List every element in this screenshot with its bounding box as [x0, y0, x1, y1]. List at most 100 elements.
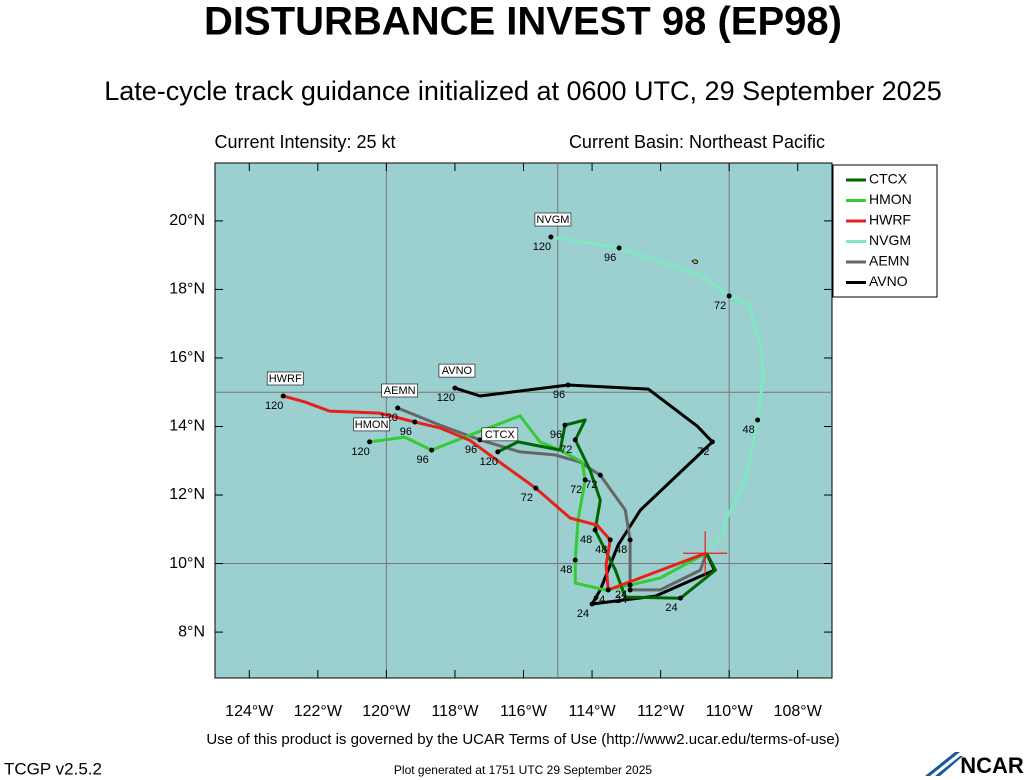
track-line	[497, 418, 717, 600]
model-tag-box	[481, 427, 519, 442]
y-tick-label: 10°N	[169, 555, 205, 572]
track-point	[607, 537, 613, 543]
hour-label: 120	[265, 400, 283, 412]
x-tick-label: 124°W	[225, 703, 274, 720]
hour-label: 24	[615, 594, 627, 606]
axes: 124°W 122°W 120°W 118°W 116°W 114°W 112°W 110°W…	[169, 163, 832, 720]
island	[691, 259, 699, 265]
track-line	[550, 235, 765, 554]
track-point	[280, 393, 286, 399]
hour-label: 24	[665, 602, 677, 614]
model-tag-box	[266, 371, 304, 386]
terms: Use of this product is governed by the U…	[206, 731, 839, 748]
track-point	[395, 405, 401, 411]
model-tag: CTCX	[485, 429, 516, 441]
y-tick-label: 12°N	[169, 486, 205, 503]
hour-label: 96	[550, 429, 562, 441]
x-tick-label: 118°W	[431, 703, 479, 720]
hour-label: 120	[533, 241, 551, 253]
hour-label: 72	[570, 484, 582, 496]
model-tag-box	[353, 417, 390, 432]
track-point	[755, 417, 761, 423]
x-tick-label: 116°W	[500, 703, 548, 720]
legend-label: AEMN	[869, 253, 909, 269]
track-point	[562, 422, 568, 428]
track-point	[582, 477, 588, 483]
model-tag: HMON	[355, 419, 389, 431]
track-point	[477, 437, 483, 443]
y-tick-label: 14°N	[169, 418, 205, 435]
current-position	[683, 531, 728, 576]
hour-label: 24	[615, 589, 627, 601]
hour-label: 72	[521, 492, 533, 504]
track-point	[589, 601, 595, 607]
track-point	[495, 449, 501, 455]
track-point	[565, 382, 571, 388]
hour-label: 72	[714, 300, 726, 312]
hour-label: 120	[480, 456, 498, 468]
model-tag-box	[438, 363, 476, 378]
legend-box	[832, 164, 938, 298]
track-point	[592, 527, 598, 533]
x-tick-label: 110°W	[706, 703, 754, 720]
basin: Current Basin: Northeast Pacific	[569, 132, 825, 152]
hour-label: 72	[697, 446, 709, 458]
legend-label: HMON	[869, 191, 912, 207]
track-point	[533, 485, 539, 491]
subtitle: Late-cycle track guidance initialized at…	[104, 76, 941, 106]
track-point	[709, 439, 715, 445]
grid	[215, 163, 832, 678]
legend-label: NVGM	[869, 232, 911, 248]
track-point	[597, 472, 603, 478]
x-tick-label: 122°W	[294, 703, 343, 720]
logo-text: NCAR	[960, 753, 1024, 778]
model-tag-box	[381, 383, 419, 398]
track-point	[412, 419, 418, 425]
track-point	[367, 439, 373, 445]
hour-label: 72	[585, 479, 597, 491]
version: TCGP v2.5.2	[4, 759, 102, 778]
track-line	[282, 394, 708, 592]
y-tick-label: 8°N	[178, 623, 205, 640]
logo: NCAR	[925, 752, 1024, 778]
track-point	[616, 245, 622, 251]
model-tag: AEMN	[384, 385, 416, 397]
hour-label: 48	[580, 534, 592, 546]
x-tick-label: 108°W	[774, 703, 823, 720]
hour-label: 48	[615, 544, 627, 556]
hour-label: 96	[400, 426, 412, 438]
track-point	[677, 595, 683, 601]
hour-label: 24	[577, 608, 589, 620]
track-point	[627, 587, 633, 593]
hour-label: 48	[742, 424, 754, 436]
y-tick-label: 20°N	[169, 212, 205, 229]
y-tick-label: 16°N	[169, 349, 205, 366]
hour-label: 96	[417, 454, 429, 466]
legend-label: AVNO	[869, 273, 908, 289]
hour-label: 24	[593, 594, 605, 606]
track-point	[452, 385, 458, 391]
model-tag: HWRF	[269, 373, 302, 385]
track-point	[605, 587, 611, 593]
intensity: Current Intensity: 25 kt	[214, 132, 395, 152]
track-point	[572, 437, 578, 443]
track-point	[572, 557, 578, 563]
model-tag: NVGM	[536, 214, 569, 226]
model-tag: AVNO	[442, 365, 473, 377]
hour-label: 48	[560, 564, 572, 576]
track-point	[548, 234, 554, 240]
track-point	[429, 447, 435, 453]
x-tick-label: 120°W	[362, 703, 411, 720]
x-tick-label: 114°W	[569, 703, 617, 720]
hour-label: 120	[437, 392, 455, 404]
hour-label: 96	[604, 252, 616, 264]
title: DISTURBANCE INVEST 98 (EP98)	[204, 0, 842, 44]
y-tick-label: 18°N	[169, 281, 205, 298]
logo-mark	[925, 752, 963, 776]
legend-label: CTCX	[869, 171, 908, 187]
x-tick-label: 112°W	[637, 703, 685, 720]
track-point	[627, 537, 633, 543]
legend: CTCX HMON HWRF NVGM AEMN AVNO	[846, 171, 912, 289]
hour-label: 72	[560, 444, 572, 456]
